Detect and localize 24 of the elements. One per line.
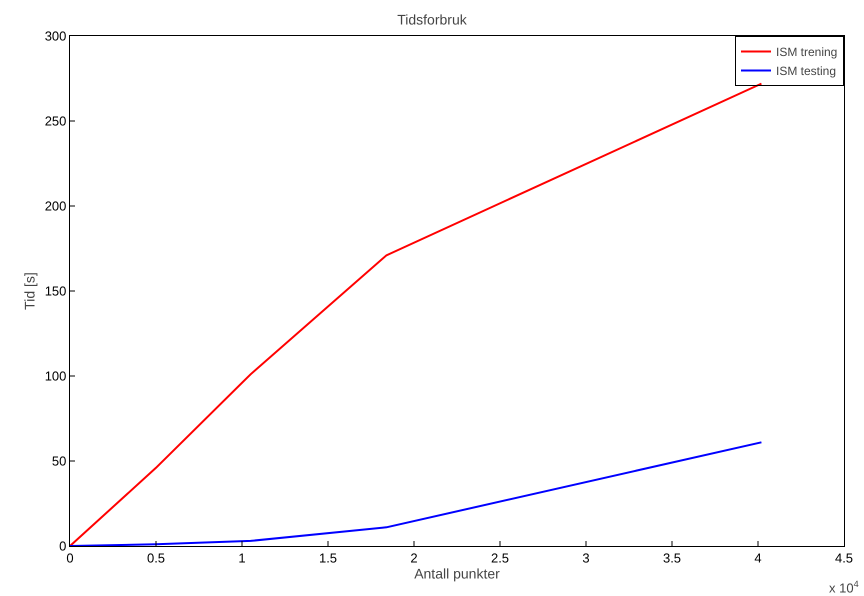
y-tick-label: 50 xyxy=(52,454,66,469)
legend-label: ISM testing xyxy=(776,64,836,78)
x-tick-label: 4.5 xyxy=(834,550,854,566)
y-tick-label: 150 xyxy=(44,284,66,299)
y-tick-label: 0 xyxy=(59,538,66,554)
x-tick-label: 4 xyxy=(754,550,762,566)
y-tick-label: 200 xyxy=(44,198,66,214)
line-series xyxy=(70,441,762,546)
y-tick-label: 100 xyxy=(44,368,66,384)
line-series xyxy=(70,82,762,546)
x-axis-title: Antall punkter xyxy=(414,566,500,582)
y-tick-label: 250 xyxy=(44,114,66,129)
y-axis-title: Tid [s] xyxy=(21,272,38,310)
x-tick-label: 2.5 xyxy=(490,550,510,566)
x-tick-label: 3 xyxy=(582,550,590,566)
chart-title: Tidsforbruk xyxy=(397,12,468,28)
x-tick-label: 1.5 xyxy=(318,550,338,566)
y-tick-label: 300 xyxy=(44,28,66,44)
x-tick-label: 0.5 xyxy=(146,550,166,566)
x-tick-label: 3.5 xyxy=(662,550,682,566)
legend-label: ISM trening xyxy=(776,45,838,60)
text: x 10$^{4}$ xyxy=(829,579,859,596)
x-tick-label: 2 xyxy=(410,550,418,566)
x-tick-label: 1 xyxy=(238,550,246,566)
